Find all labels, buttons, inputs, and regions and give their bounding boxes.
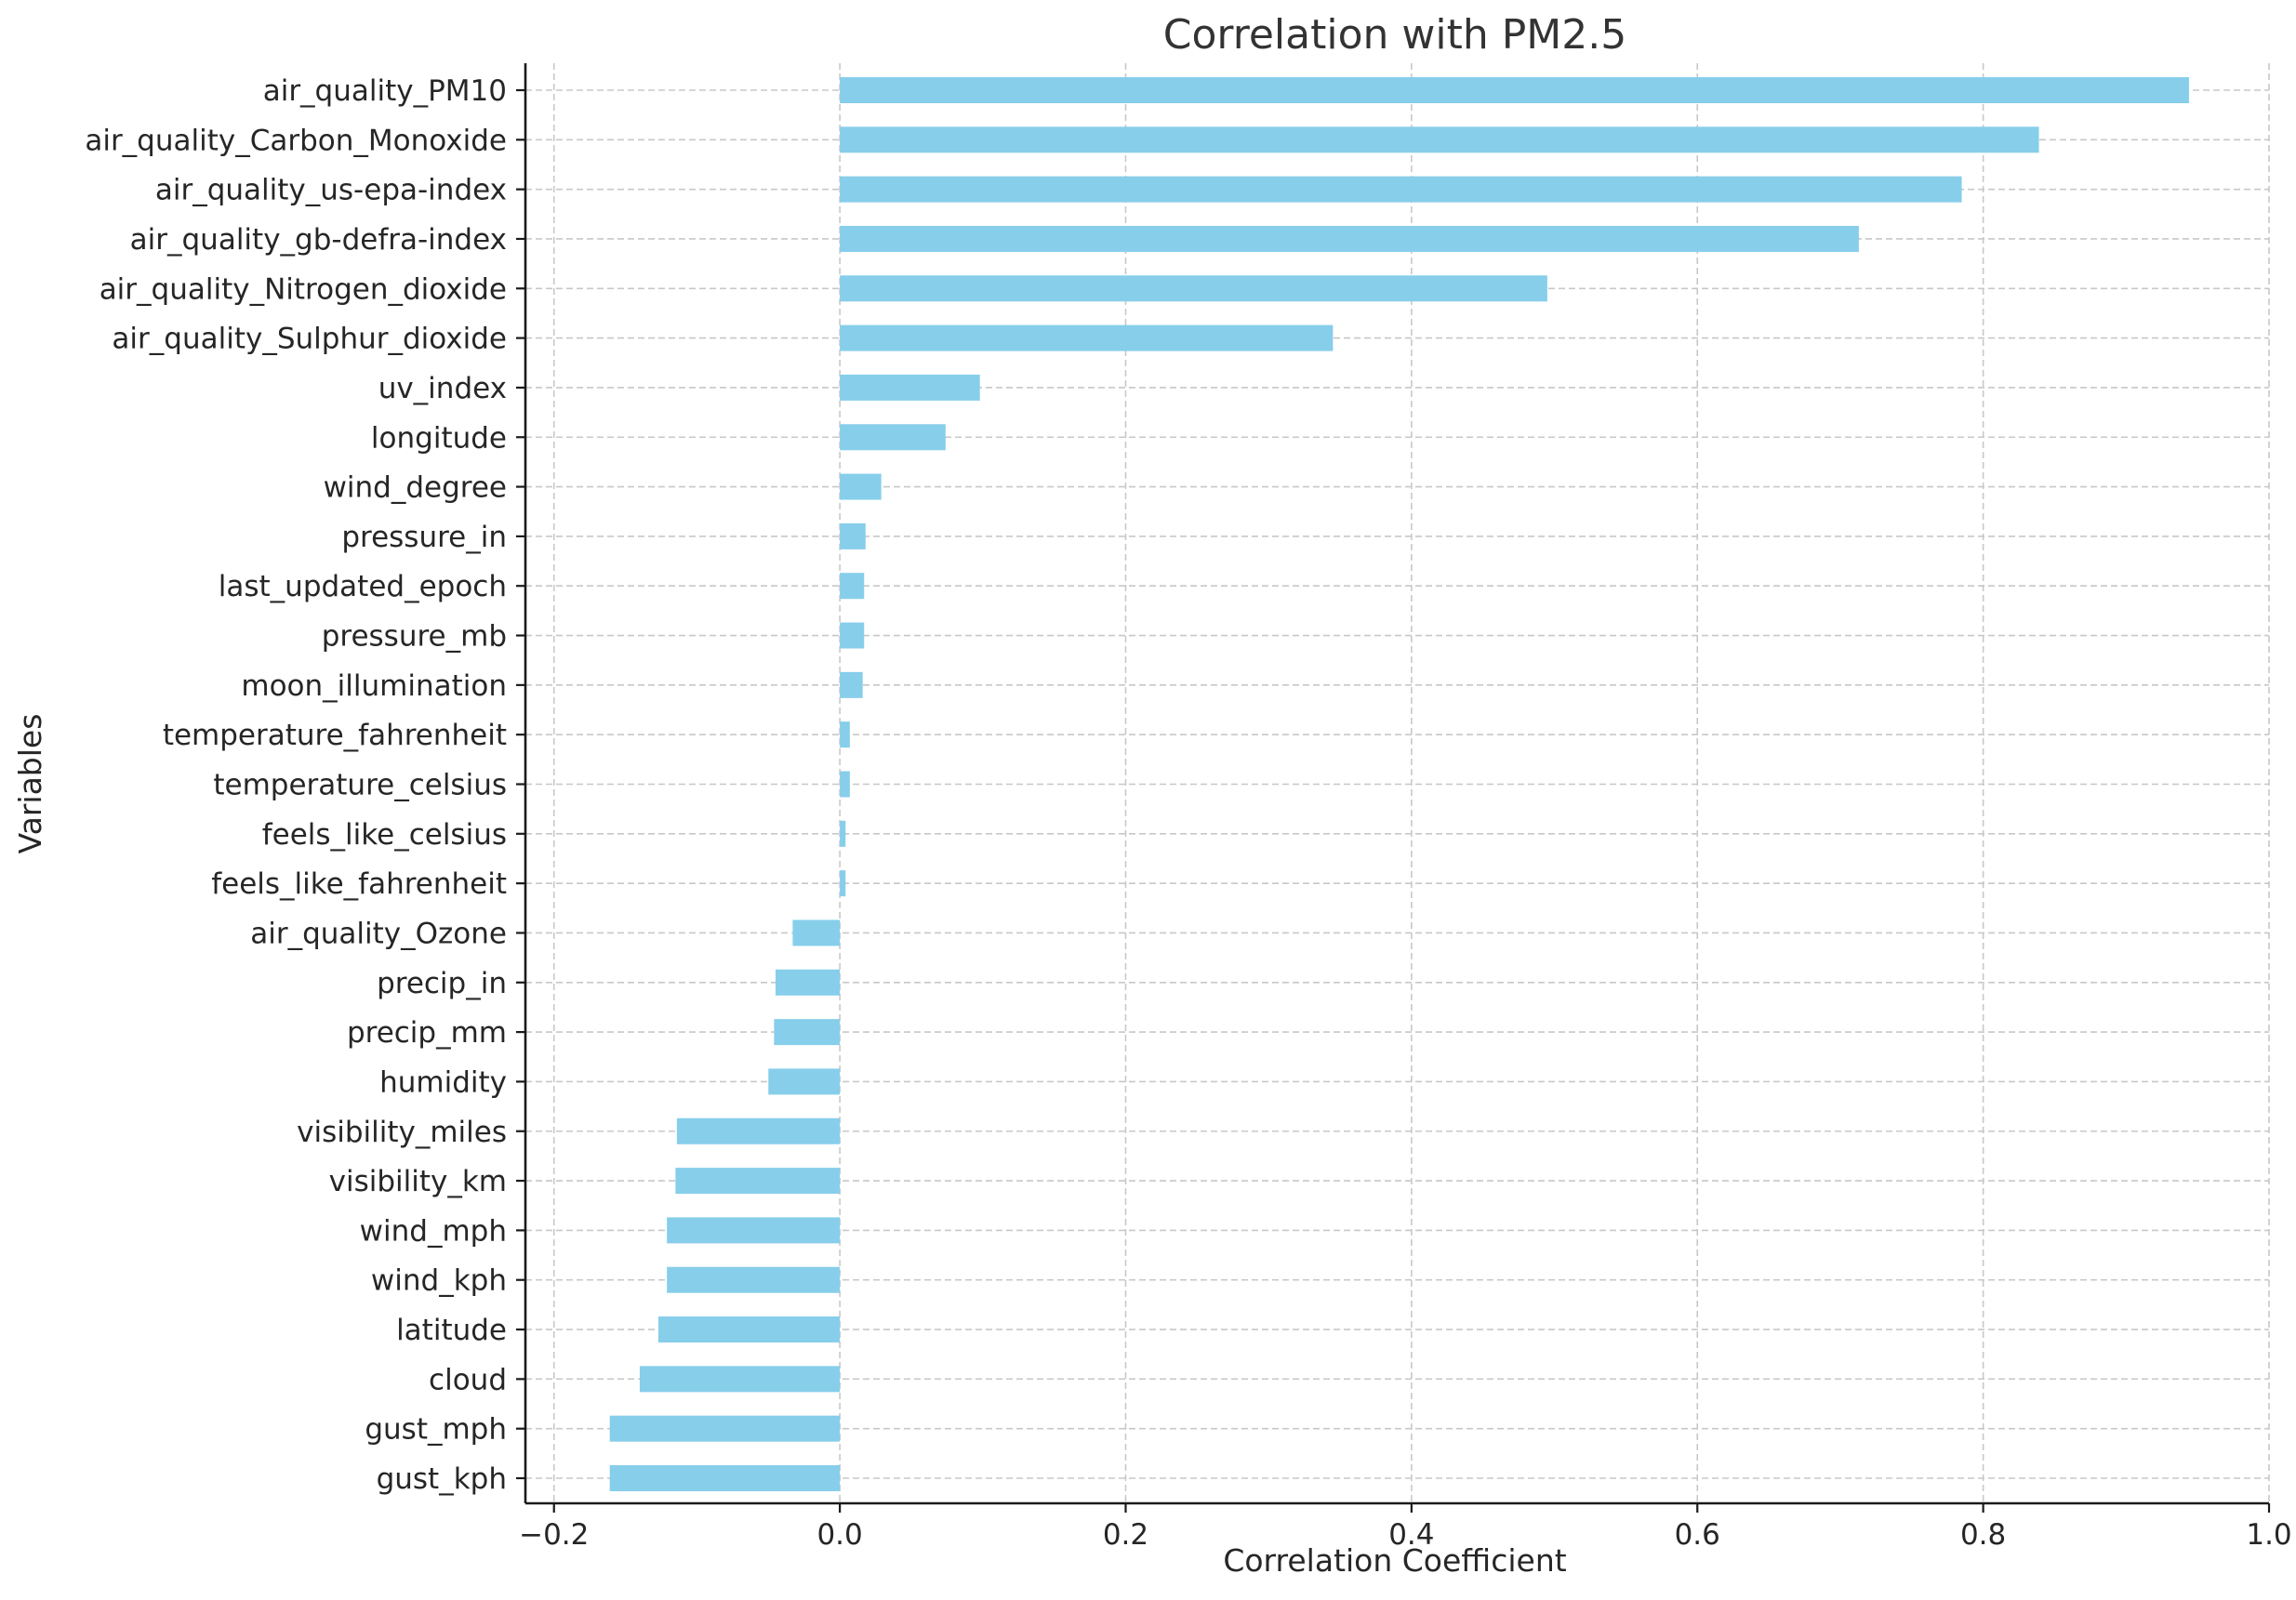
ticks: −0.2 0.0 0.2 0.4 0.6 0.8 1.0 air_quality_PM10ai… [85, 74, 2291, 1552]
bar-moon_illumination [840, 671, 863, 698]
y-axis-title: Variables [12, 714, 48, 854]
chart-title: Correlation with PM2.5 [1163, 11, 1626, 59]
bar-visibility_km [675, 1168, 841, 1195]
bar-pressure_in [840, 522, 866, 549]
x-tick-label: 0.0 [816, 1518, 862, 1552]
bar-air_quality_Nitrogen_dioxide [840, 275, 1547, 302]
x-tick-label: −0.2 [519, 1518, 589, 1552]
bar-air_quality_us-epa-index [840, 176, 1962, 203]
y-tick-label: temperature_celsius [213, 769, 507, 802]
y-tick-label: air_quality_gb-defra-index [130, 223, 507, 257]
grid-lines [525, 63, 2270, 1503]
y-tick-label: pressure_mb [322, 620, 507, 654]
bar-humidity [768, 1068, 841, 1095]
bar-air_quality_Sulphur_dioxide [840, 324, 1334, 351]
bar-air_quality_Ozone [792, 919, 841, 946]
y-tick-label: air_quality_Ozone [250, 917, 507, 950]
bar-feels_like_celsius [840, 820, 846, 847]
bar-precip_mm [774, 1019, 841, 1046]
y-tick-label: gust_kph [377, 1462, 507, 1496]
x-tick-label: 1.0 [2246, 1518, 2291, 1552]
y-tick-label: wind_mph [360, 1214, 507, 1248]
y-tick-label: uv_index [378, 372, 507, 405]
y-tick-label: precip_in [377, 967, 507, 1000]
bar-uv_index [840, 374, 980, 401]
bar-pressure_mb [840, 622, 865, 649]
x-tick-label: 0.6 [1675, 1518, 1720, 1552]
y-tick-label: temperature_fahrenheit [163, 719, 507, 752]
bar-gust_mph [609, 1415, 841, 1442]
y-tick-label: air_quality_Nitrogen_dioxide [100, 272, 507, 306]
bar-air_quality_PM10 [840, 77, 2189, 103]
y-tick-label: last_updated_epoch [219, 570, 507, 603]
bar-feels_like_fahrenheit [840, 870, 846, 897]
x-tick-label: 0.8 [1960, 1518, 2006, 1552]
y-tick-label: precip_mm [347, 1016, 507, 1050]
y-tick-label: air_quality_us-epa-index [155, 174, 507, 207]
y-tick-label: humidity [379, 1065, 507, 1099]
bar-air_quality_Carbon_Monoxide [840, 126, 2039, 153]
bar-air_quality_gb-defra-index [840, 225, 1859, 252]
y-tick-label: feels_like_fahrenheit [211, 867, 507, 901]
y-tick-label: pressure_in [341, 521, 507, 554]
y-tick-label: visibility_miles [297, 1116, 507, 1149]
y-tick-label: air_quality_PM10 [263, 74, 507, 108]
y-tick-label: longitude [371, 421, 507, 455]
bar-gust_kph [609, 1465, 841, 1491]
bar-latitude [657, 1316, 841, 1343]
bar-visibility_miles [676, 1117, 841, 1144]
bar-wind_mph [667, 1217, 841, 1244]
y-tick-label: moon_illumination [241, 669, 507, 703]
bar-wind_degree [840, 473, 882, 500]
x-axis-title: Correlation Coefficient [1223, 1542, 1566, 1579]
y-tick-label: air_quality_Carbon_Monoxide [85, 124, 507, 157]
bars [609, 77, 2189, 1491]
y-tick-label: gust_mph [365, 1413, 507, 1447]
y-tick-label: cloud [429, 1363, 507, 1396]
y-tick-label: latitude [396, 1314, 507, 1347]
x-tick-label: 0.4 [1388, 1518, 1434, 1552]
x-tick-label: 0.2 [1103, 1518, 1148, 1552]
y-tick-label: wind_kph [371, 1264, 507, 1298]
y-tick-label: visibility_km [329, 1165, 507, 1198]
bar-longitude [840, 424, 946, 451]
y-tick-label: air_quality_Sulphur_dioxide [112, 323, 507, 356]
bar-temperature_celsius [840, 771, 850, 798]
bar-last_updated_epoch [840, 573, 865, 600]
bar-temperature_fahrenheit [840, 721, 850, 748]
bar-wind_kph [667, 1266, 841, 1293]
y-tick-label: wind_degree [324, 471, 507, 505]
y-tick-label: feels_like_celsius [262, 818, 507, 852]
bar-cloud [639, 1366, 841, 1393]
bar-precip_in [775, 969, 841, 996]
